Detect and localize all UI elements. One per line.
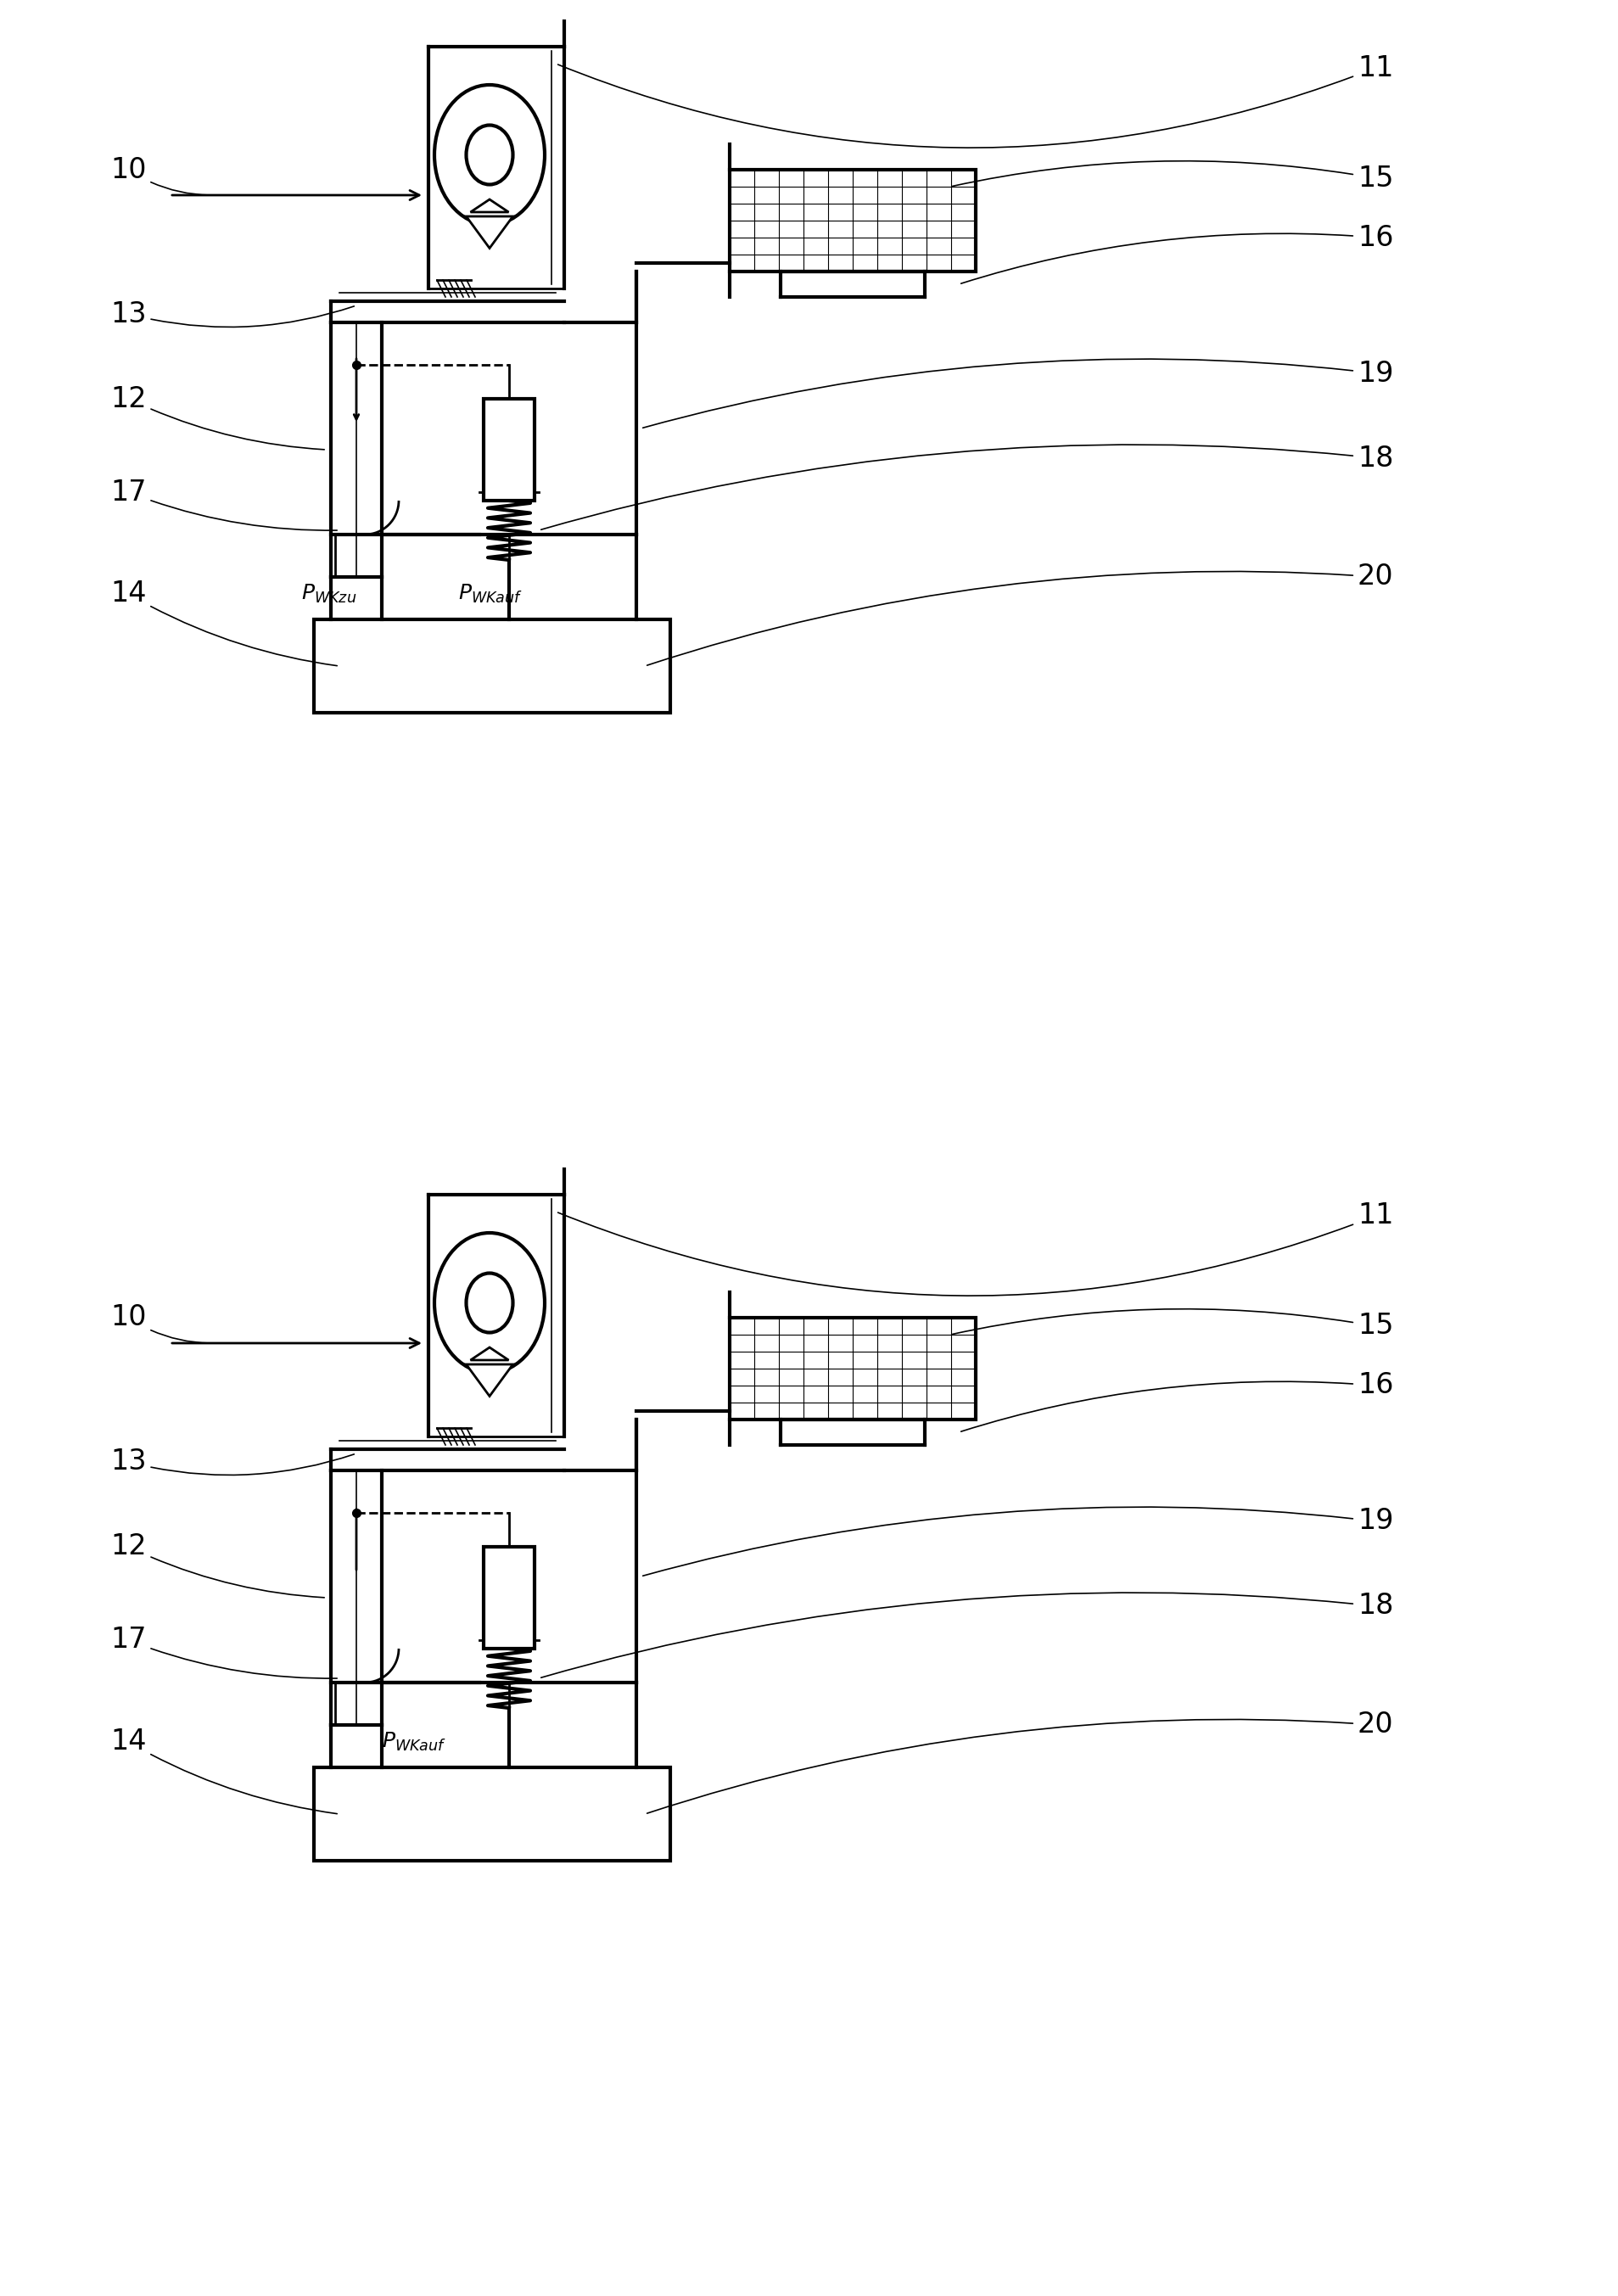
Text: 16: 16 bbox=[961, 223, 1393, 282]
Text: 15: 15 bbox=[951, 161, 1393, 193]
Ellipse shape bbox=[466, 126, 513, 184]
Bar bbox=[730, 170, 976, 271]
Text: 13: 13 bbox=[110, 1449, 354, 1476]
Text: 18: 18 bbox=[540, 1591, 1393, 1678]
Text: 12: 12 bbox=[110, 1534, 324, 1598]
Text: 14: 14 bbox=[110, 581, 337, 666]
Text: $P_{WKauf}$: $P_{WKauf}$ bbox=[458, 583, 523, 606]
Text: 10: 10 bbox=[110, 156, 210, 195]
Polygon shape bbox=[471, 200, 508, 211]
Text: 14: 14 bbox=[110, 1729, 337, 1814]
Text: 17: 17 bbox=[110, 1626, 337, 1678]
Text: 19: 19 bbox=[642, 358, 1393, 427]
Text: $P_{WKauf}$: $P_{WKauf}$ bbox=[382, 1731, 447, 1754]
Ellipse shape bbox=[434, 1233, 544, 1373]
Polygon shape bbox=[466, 1364, 513, 1396]
Text: 12: 12 bbox=[110, 386, 324, 450]
Polygon shape bbox=[471, 1348, 508, 1359]
Text: 19: 19 bbox=[642, 1506, 1393, 1575]
Text: 10: 10 bbox=[110, 1304, 210, 1343]
Ellipse shape bbox=[434, 85, 544, 225]
Text: 17: 17 bbox=[110, 478, 337, 530]
Bar bbox=[314, 620, 670, 712]
Text: 11: 11 bbox=[558, 1201, 1393, 1295]
Bar bbox=[484, 1548, 534, 1649]
Text: 15: 15 bbox=[951, 1309, 1393, 1341]
Text: 18: 18 bbox=[540, 443, 1393, 530]
Text: 20: 20 bbox=[647, 563, 1393, 666]
Text: 16: 16 bbox=[961, 1371, 1393, 1430]
Ellipse shape bbox=[466, 1274, 513, 1332]
Bar bbox=[484, 400, 534, 501]
Text: $P_{WKzu}$: $P_{WKzu}$ bbox=[301, 583, 356, 606]
Polygon shape bbox=[466, 216, 513, 248]
Text: 13: 13 bbox=[110, 301, 354, 328]
Text: 20: 20 bbox=[647, 1711, 1393, 1814]
Bar bbox=[730, 1318, 976, 1419]
Text: 11: 11 bbox=[558, 53, 1393, 147]
Bar bbox=[314, 1768, 670, 1860]
